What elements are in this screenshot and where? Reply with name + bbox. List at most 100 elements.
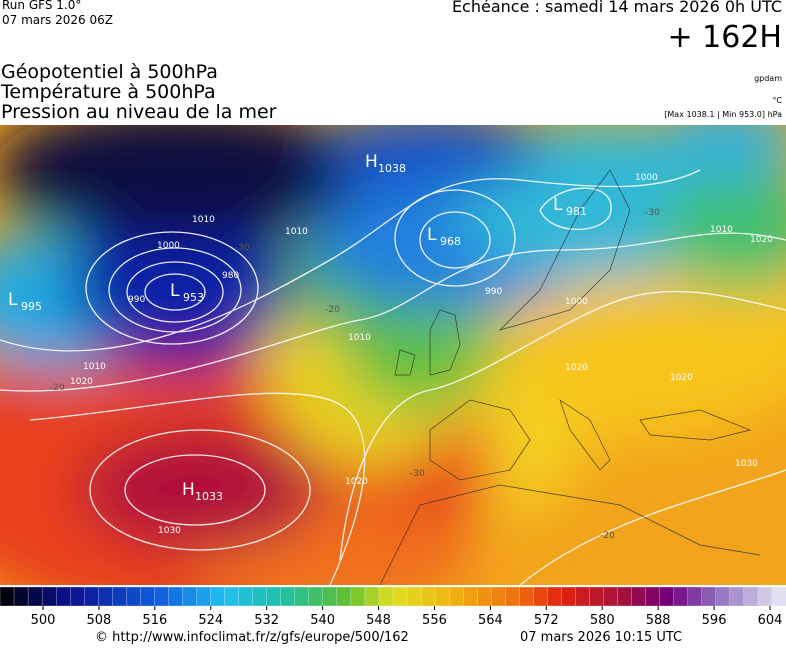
colorbar-swatch <box>154 586 170 607</box>
colorbar-label: 516 <box>142 613 167 628</box>
colorbar-swatch <box>701 586 717 607</box>
colorbar-swatch <box>687 586 703 607</box>
colorbar-swatch <box>491 586 506 607</box>
colorbar-swatch <box>743 586 759 607</box>
colorbar-label: 556 <box>422 613 447 628</box>
isobar-label: 1000 <box>565 297 588 307</box>
unit: °C <box>772 96 782 105</box>
colorbar-swatch <box>645 586 661 607</box>
center-value: 981 <box>566 205 587 218</box>
unit: gpdam <box>754 74 782 83</box>
coastlines <box>379 169 761 585</box>
colorbar-swatch <box>757 586 773 607</box>
colorbar-swatch <box>378 586 394 607</box>
colorbar-swatch <box>392 586 408 607</box>
colorbar-swatch <box>434 586 450 607</box>
colorbar-label: 540 <box>310 613 335 628</box>
colorbar-swatch <box>112 586 127 607</box>
colorbar-swatch <box>350 586 366 607</box>
center-value: 1033 <box>195 490 223 503</box>
isobar-label: 1020 <box>670 373 693 383</box>
colorbar-label: 564 <box>478 613 503 628</box>
center-letter: H <box>182 480 195 500</box>
colorbar-swatch <box>364 586 380 607</box>
colorbar-label: 572 <box>534 613 559 628</box>
colorbar-label: 588 <box>646 613 671 628</box>
isobar-label: 1010 <box>710 225 733 235</box>
colorbar-label: 604 <box>758 613 783 628</box>
title: Pression au niveau de la mer <box>1 101 277 123</box>
colorbar-swatch <box>252 586 268 607</box>
colorbar-swatch <box>603 586 619 607</box>
center-value: 968 <box>440 235 461 248</box>
colorbar-label: 548 <box>366 613 391 628</box>
colorbar-swatch <box>589 586 605 607</box>
center-letter: L <box>553 195 563 215</box>
colorbar-swatch <box>771 586 786 607</box>
colorbar-swatch <box>98 586 113 607</box>
colorbar-swatch <box>0 586 15 607</box>
colorbar-swatch <box>140 586 156 607</box>
isobar-label: 1000 <box>635 173 658 183</box>
colorbar-swatch <box>673 586 689 607</box>
colorbar-swatch <box>631 586 647 607</box>
colorbar-swatch <box>41 586 57 607</box>
isobar-label: 1020 <box>70 377 93 387</box>
colorbar-swatch <box>294 586 310 607</box>
isobar-label: 1020 <box>750 235 773 245</box>
temperature-label: -20 <box>325 305 340 315</box>
isobar-label: 1000 <box>157 241 180 251</box>
colorbar-swatch <box>477 586 492 607</box>
colorbar-swatch <box>266 586 282 607</box>
center-letter: L <box>427 225 437 245</box>
colorbar-swatch <box>280 586 296 607</box>
run-date: 07 mars 2026 06Z <box>2 13 113 27</box>
colorbar-swatch <box>224 586 240 607</box>
center-letter: L <box>170 281 180 301</box>
isobar-label: 1030 <box>735 459 758 469</box>
colorbar-swatch <box>715 586 731 607</box>
colorbar-label: 580 <box>590 613 615 628</box>
colorbar-swatch <box>505 586 520 607</box>
colorbar-label: 596 <box>702 613 727 628</box>
colorbar-swatch <box>84 586 99 607</box>
colorbar-swatch <box>196 586 212 607</box>
colorbar-swatch <box>126 586 142 607</box>
colorbar-swatch <box>659 586 675 607</box>
colorbar-swatch <box>336 586 352 607</box>
isobar-label: 1010 <box>285 227 308 237</box>
isobar-label: 1020 <box>345 477 368 487</box>
title: Géopotentiel à 500hPa <box>1 61 218 83</box>
colorbar-swatch <box>519 586 535 607</box>
temperature-label: -30 <box>410 469 425 479</box>
center-letter: L <box>8 290 18 310</box>
isobar-label: 1030 <box>158 526 181 536</box>
colorbar-swatch <box>533 586 549 607</box>
run-label: Run GFS 1.0° <box>2 0 82 12</box>
temperature-label: -30 <box>645 208 660 218</box>
temperature-label: -30 <box>235 243 250 253</box>
colorbar-swatch <box>406 586 422 607</box>
colorbar-swatch <box>463 586 478 607</box>
colorbar-swatch <box>322 586 338 607</box>
pressure-range: [Max 1038.1 | Min 953.0] hPa <box>664 110 782 119</box>
source-url: © http://www.infoclimat.fr/z/gfs/europe/… <box>95 630 409 645</box>
center-letter: H <box>365 152 378 172</box>
colorbar-swatch <box>210 586 226 607</box>
colorbar-label: 532 <box>254 613 279 628</box>
colorbar-swatch <box>70 586 85 607</box>
colorbar-swatch <box>168 586 184 607</box>
isobar-label: 1010 <box>348 333 371 343</box>
title: Température à 500hPa <box>1 81 216 103</box>
colorbar-swatch <box>575 586 591 607</box>
isobar-label: 980 <box>222 271 239 281</box>
colorbar-swatch <box>547 586 563 607</box>
isobar-label: 1010 <box>83 362 106 372</box>
isobar-label: 1020 <box>565 363 588 373</box>
colorbar-label: 508 <box>87 613 112 628</box>
colorbar-swatch <box>308 586 324 607</box>
center-value: 953 <box>183 291 204 304</box>
isobar-label: 1010 <box>192 215 215 225</box>
